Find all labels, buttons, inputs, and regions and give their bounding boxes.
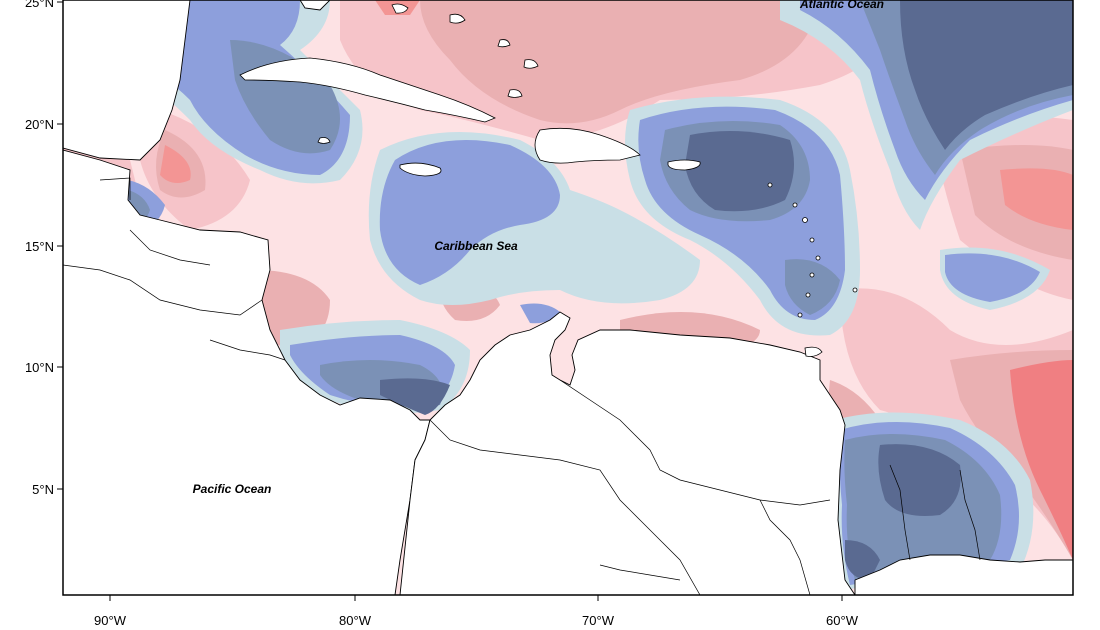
- borders: [63, 177, 981, 595]
- lon-tick-90: 90°W: [94, 613, 127, 628]
- cool-anomaly-layer: [63, 0, 1073, 590]
- latitude-axis: 25°N 20°N 15°N 10°N 5°N: [25, 0, 63, 497]
- lat-tick-5: 5°N: [32, 482, 54, 497]
- label-atlantic-ocean: Atlantic Ocean: [799, 0, 884, 11]
- label-pacific-ocean: Pacific Ocean: [193, 482, 272, 496]
- map-border: [62, 0, 1074, 596]
- land-south-america: [399, 311, 1073, 595]
- lat-tick-20: 20°N: [25, 117, 54, 132]
- longitude-axis: 90°W 80°W 70°W 60°W: [94, 595, 859, 628]
- lon-tick-60: 60°W: [826, 613, 859, 628]
- islands: [63, 0, 858, 357]
- map-frame-content: [63, 0, 1073, 595]
- lon-tick-70: 70°W: [582, 613, 615, 628]
- lat-tick-25: 25°N: [25, 0, 54, 10]
- lat-tick-15: 15°N: [25, 239, 54, 254]
- label-caribbean-sea: Caribbean Sea: [434, 239, 518, 253]
- lat-tick-10: 10°N: [25, 360, 54, 375]
- lon-tick-80: 80°W: [339, 613, 372, 628]
